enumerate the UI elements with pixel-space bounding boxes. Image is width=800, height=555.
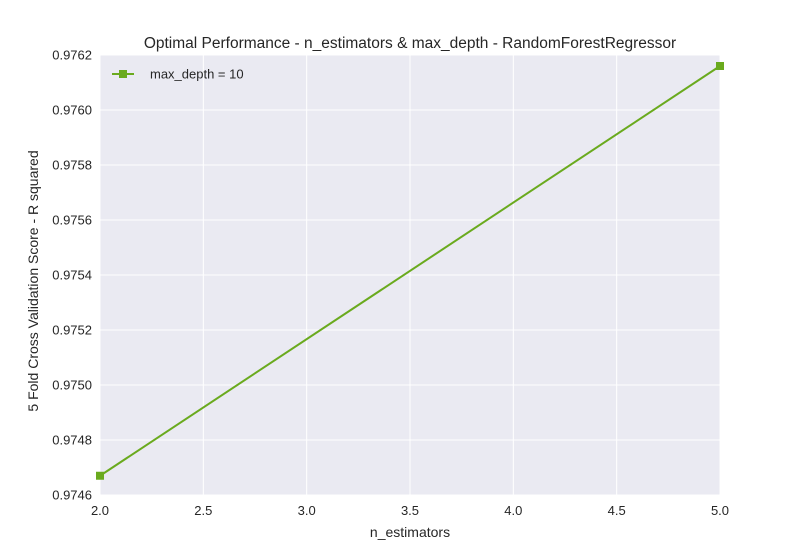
x-tick-label: 5.0 [711, 503, 729, 518]
x-tick-label: 3.0 [298, 503, 316, 518]
x-tick-label: 3.5 [401, 503, 419, 518]
chart-title: Optimal Performance - n_estimators & max… [144, 35, 676, 52]
y-tick-label: 0.9754 [52, 268, 92, 283]
legend: max_depth = 10 [112, 67, 244, 82]
data-point [716, 62, 724, 70]
x-tick-label: 2.0 [91, 503, 109, 518]
y-tick-label: 0.9762 [52, 48, 92, 63]
x-tick-label: 2.5 [194, 503, 212, 518]
series-layer [96, 62, 724, 480]
y-tick-label: 0.9760 [52, 103, 92, 118]
y-axis-label: 5 Fold Cross Validation Score - R square… [25, 150, 41, 411]
x-tick-label: 4.0 [504, 503, 522, 518]
y-tick-label: 0.9756 [52, 213, 92, 228]
y-tick-labels: 0.9746 0.9748 0.9750 0.9752 0.9754 0.9756 0.97… [52, 48, 92, 503]
x-tick-label: 4.5 [608, 503, 626, 518]
legend-label: max_depth = 10 [150, 67, 244, 82]
legend-marker [119, 70, 127, 78]
y-tick-label: 0.9750 [52, 378, 92, 393]
series-line [99, 65, 721, 477]
y-tick-label: 0.9758 [52, 158, 92, 173]
x-tick-labels: 2.0 2.5 3.0 3.5 4.0 4.5 5.0 [91, 503, 729, 518]
y-tick-label: 0.9746 [52, 488, 92, 503]
y-tick-label: 0.9752 [52, 323, 92, 338]
grid-y [100, 54, 720, 496]
data-point [96, 471, 104, 480]
y-tick-label: 0.9748 [52, 433, 92, 448]
x-axis-label: n_estimators [370, 524, 450, 540]
